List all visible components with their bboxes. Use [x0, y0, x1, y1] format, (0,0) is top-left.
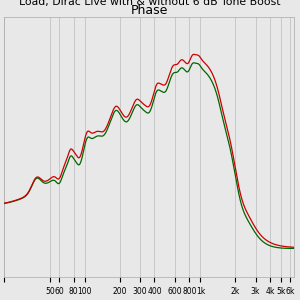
- Title: Phase: Phase: [130, 4, 168, 17]
- Text: Load, Dirac Live with & without 6 dB Tone Boost: Load, Dirac Live with & without 6 dB Ton…: [19, 0, 281, 7]
